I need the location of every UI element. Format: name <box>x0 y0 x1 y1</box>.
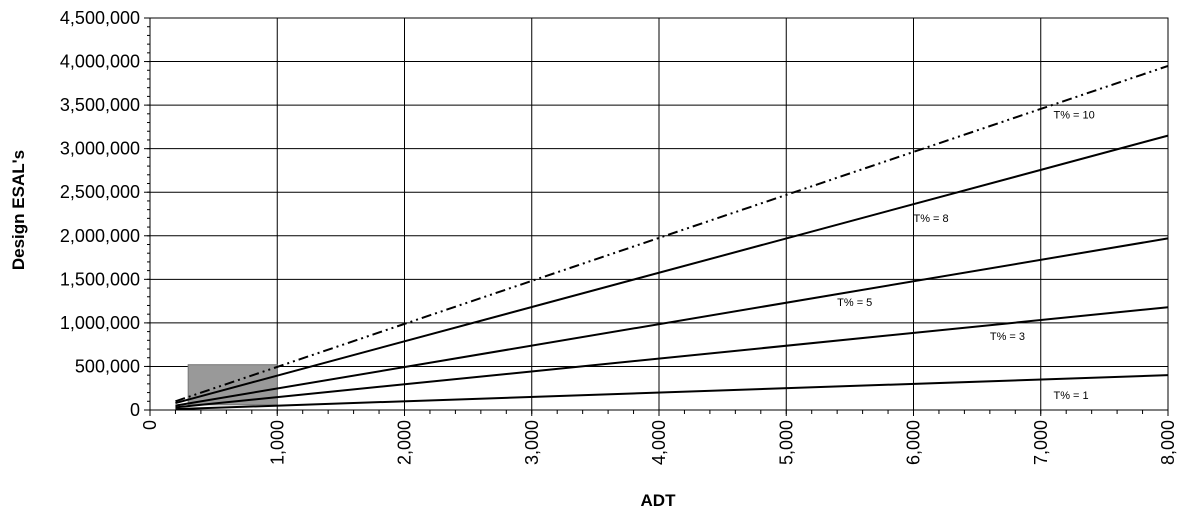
axes <box>144 17 1169 416</box>
series-line-2 <box>175 306 1169 409</box>
series-label-2: T% = 3 <box>990 331 1025 343</box>
series-label-4: T% = 8 <box>914 213 949 225</box>
x-tick-label: 8,000 <box>1158 420 1178 465</box>
x-tick-label: 1,000 <box>267 420 287 465</box>
x-tick-label: 5,000 <box>776 420 796 465</box>
y-tick-label: 500,000 <box>75 356 140 376</box>
series-labels: T% = 1 T% = 3 T% = 5 T% = 8 T% = 10 <box>837 110 1095 402</box>
y-tick-label: 4,000,000 <box>60 52 140 72</box>
y-tick-label: 1,500,000 <box>60 269 140 289</box>
y-tick-label: 2,000,000 <box>60 226 140 246</box>
gridlines <box>150 17 1169 410</box>
y-tick-labels: 0 500,000 1,000,000 1,500,000 2,000,000 2,500… <box>60 8 140 420</box>
y-tick-label: 2,500,000 <box>60 182 140 202</box>
y-tick-label: 1,000,000 <box>60 313 140 333</box>
x-tick-label: 7,000 <box>1031 420 1051 465</box>
series-label-3: T% = 5 <box>837 297 872 309</box>
y-tick-label: 4,500,000 <box>60 8 140 28</box>
y-axis-title: Design ESAL's <box>9 150 28 270</box>
x-axis-title: ADT <box>641 491 677 510</box>
series-label-5: T% = 10 <box>1053 110 1094 122</box>
y-tick-label: 3,500,000 <box>60 95 140 115</box>
series-line-3 <box>175 237 1169 407</box>
x-tick-label: 3,000 <box>522 420 542 465</box>
series-line-1 <box>175 374 1169 411</box>
series-line-5 <box>175 64 1169 403</box>
y-tick-label: 0 <box>130 400 140 420</box>
x-tick-label: 2,000 <box>395 420 415 465</box>
y-tick-label: 3,000,000 <box>60 139 140 159</box>
plot-frame <box>149 17 1169 411</box>
series-lines <box>175 64 1169 411</box>
series-line-4 <box>175 134 1169 404</box>
x-tick-label: 4,000 <box>649 420 669 465</box>
x-tick-labels: 0 1,000 2,000 3,000 4,000 5,000 6,000 7,000 8,00… <box>140 420 1178 465</box>
x-tick-label: 6,000 <box>904 420 924 465</box>
x-tick-label: 0 <box>140 420 160 430</box>
series-label-1: T% = 1 <box>1053 390 1088 402</box>
